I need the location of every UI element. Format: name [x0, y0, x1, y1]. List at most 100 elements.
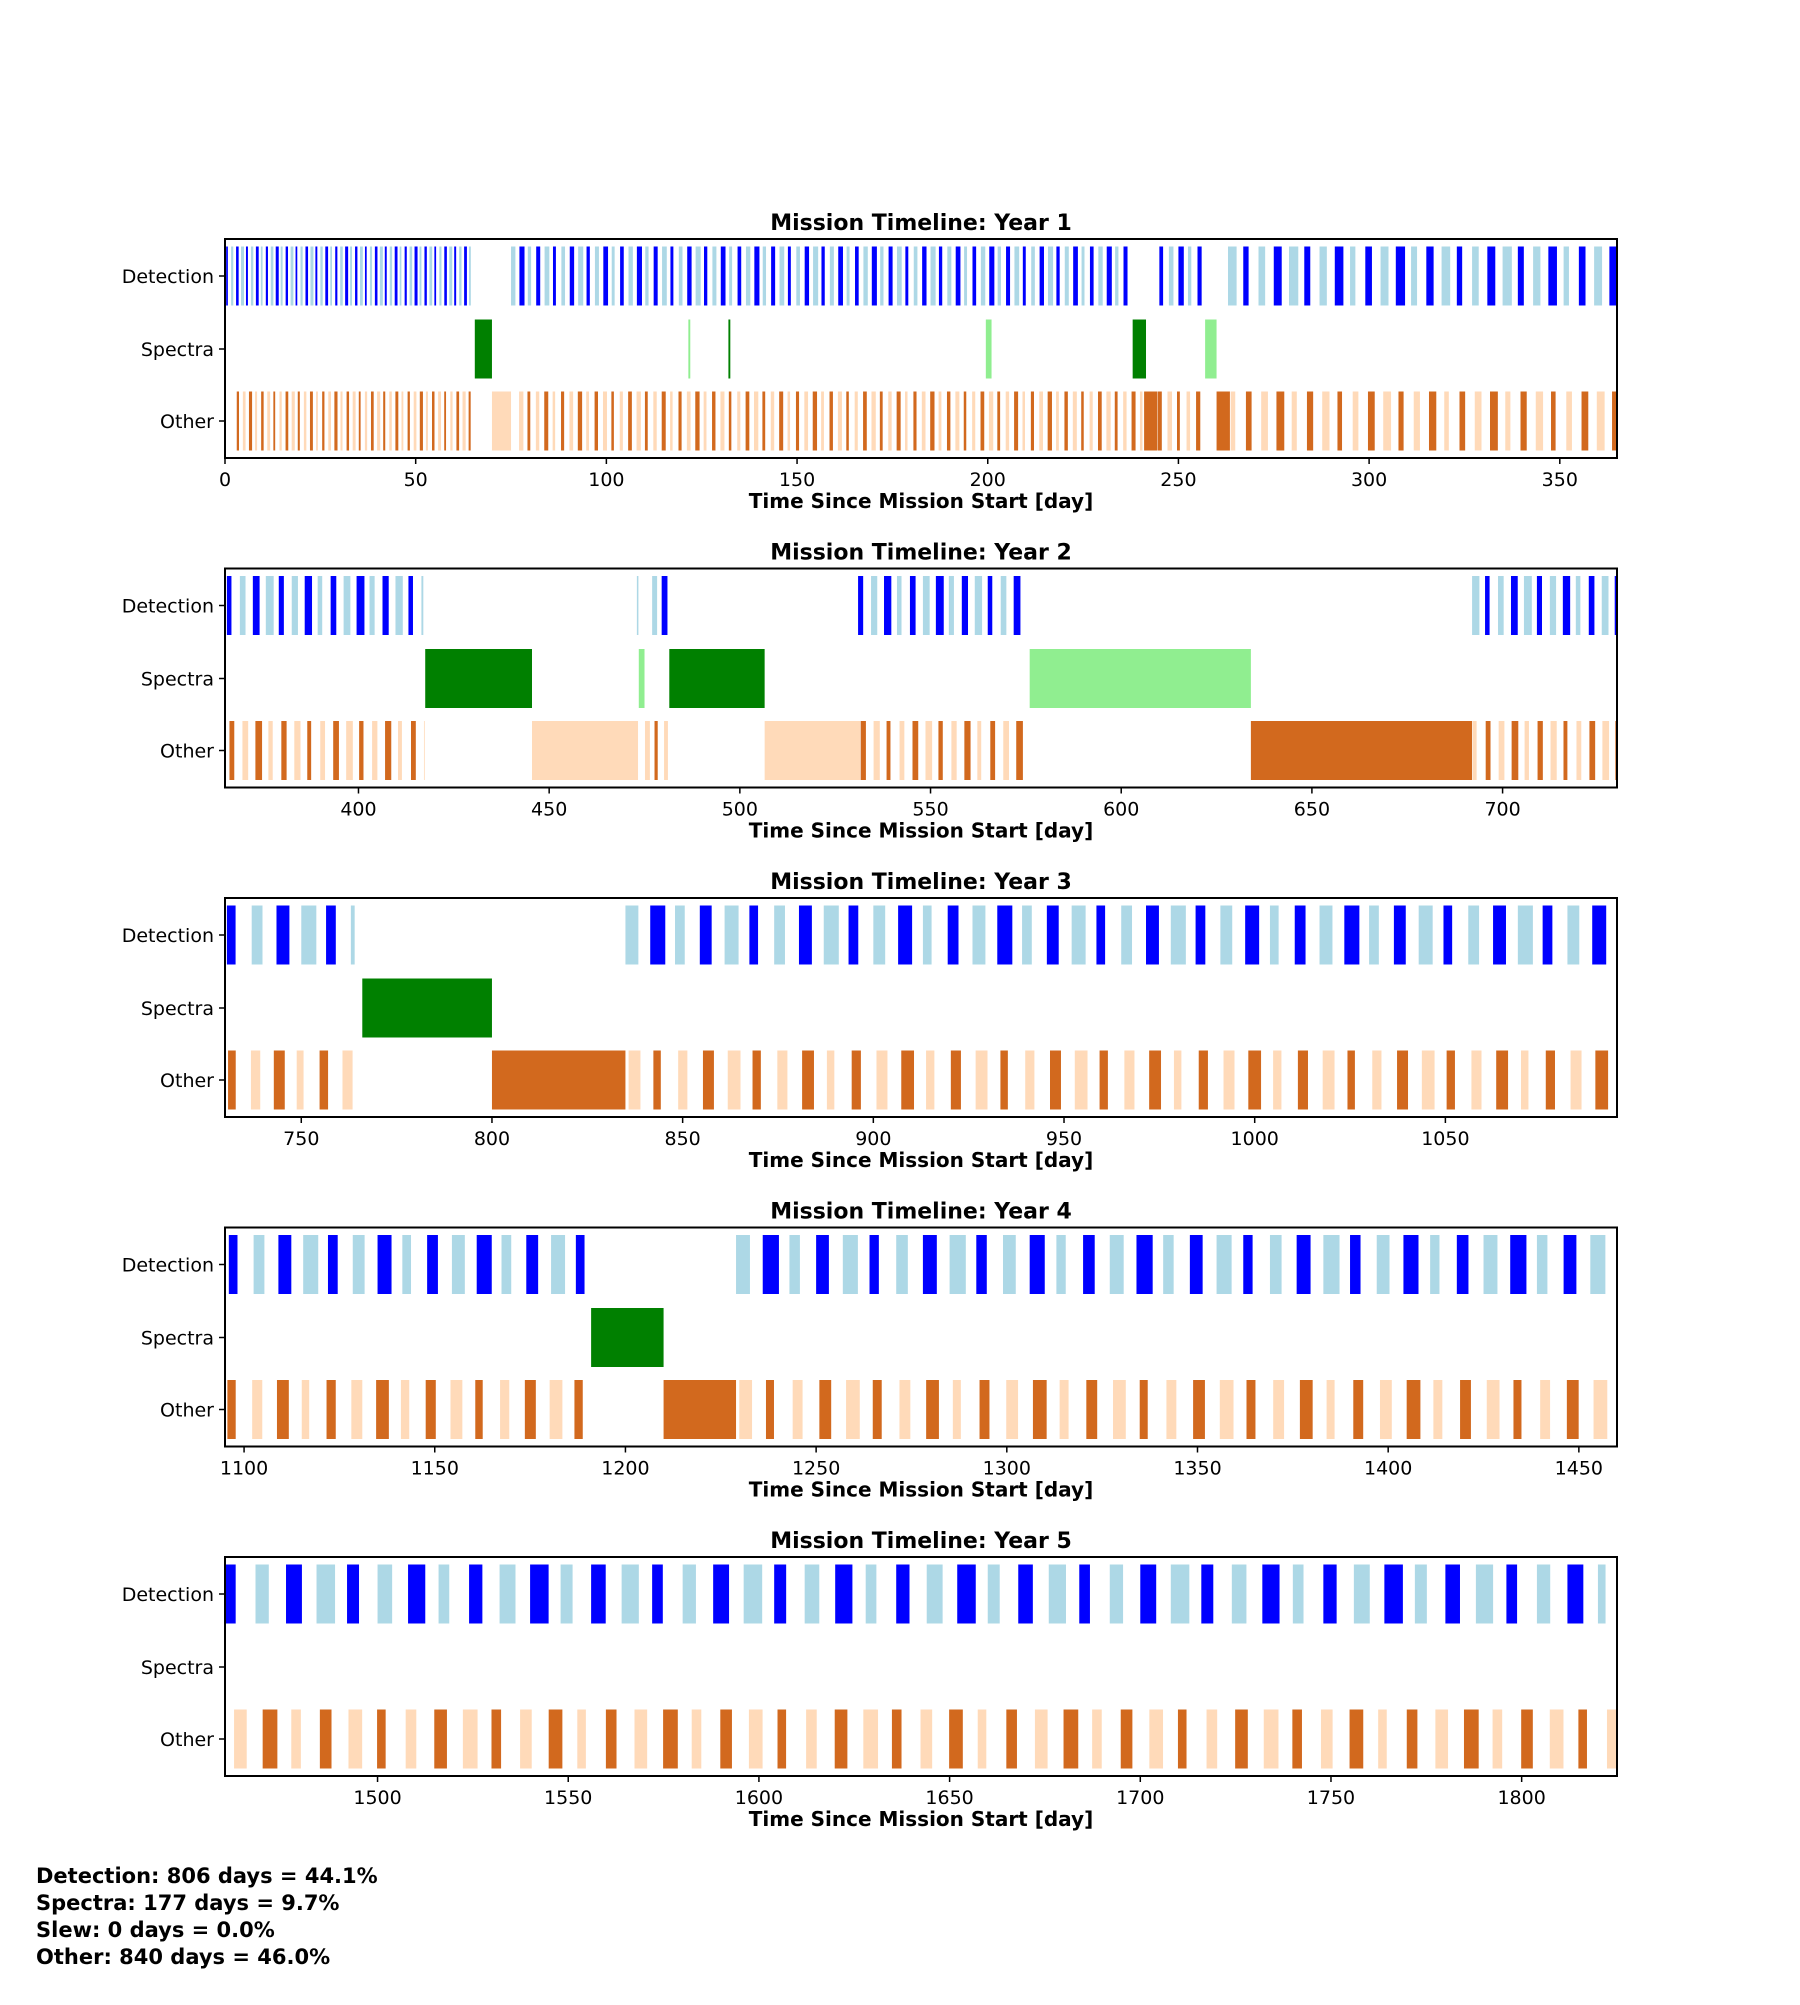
- other-bar: [1353, 1380, 1364, 1439]
- other-bar: [1505, 391, 1511, 451]
- detection-bar: [1064, 246, 1069, 306]
- detection-bar: [1201, 1564, 1214, 1624]
- y-tick-label: Detection: [122, 925, 214, 947]
- detection-bar: [270, 246, 274, 306]
- spectra-bar: [688, 319, 691, 379]
- detection-bar: [253, 1235, 265, 1294]
- other-bar: [1022, 391, 1025, 451]
- other-bar: [1521, 1709, 1533, 1769]
- other-bar: [377, 1709, 386, 1769]
- other-bar: [795, 391, 800, 451]
- detection-bar: [330, 576, 337, 635]
- detection-bar: [526, 1235, 539, 1294]
- other-bar: [663, 1380, 737, 1439]
- other-bar: [333, 721, 339, 780]
- detection-bar: [736, 1235, 750, 1294]
- detection-bar: [625, 905, 639, 965]
- other-bar: [281, 721, 287, 780]
- other-bar: [549, 1380, 563, 1439]
- other-bar: [1291, 391, 1297, 451]
- detection-bar: [838, 246, 843, 306]
- spectra-bar: [425, 649, 533, 708]
- detection-bar: [326, 905, 336, 965]
- other-bar: [261, 391, 264, 451]
- detection-bar: [459, 246, 462, 306]
- other-bar: [405, 1709, 417, 1769]
- detection-bar: [888, 246, 893, 306]
- other-bar: [678, 391, 682, 451]
- other-bar: [351, 1380, 363, 1439]
- other-bar: [273, 391, 276, 451]
- detection-bar: [896, 576, 902, 635]
- detection-bar: [1597, 1564, 1606, 1624]
- x-tick-label: 1250: [792, 1458, 840, 1480]
- other-bar: [425, 1380, 436, 1439]
- x-tick-label: 1400: [1364, 1458, 1412, 1480]
- detection-bar: [1220, 905, 1233, 965]
- other-bar: [1540, 1380, 1551, 1439]
- detection-bar: [1344, 905, 1360, 965]
- other-bar: [1292, 1709, 1302, 1769]
- x-tick-label: 900: [855, 1128, 891, 1150]
- other-bar: [548, 1709, 563, 1769]
- other-bar: [279, 391, 282, 451]
- detection-bar: [226, 246, 228, 306]
- detection-bar: [1594, 246, 1603, 306]
- detection-bar: [829, 246, 834, 306]
- other-bar: [1349, 1709, 1364, 1769]
- detection-bar: [561, 246, 566, 306]
- other-bar: [1421, 1050, 1435, 1110]
- y-tick-label: Spectra: [141, 1657, 214, 1679]
- detection-bar: [930, 246, 936, 306]
- x-tick-label: 1350: [1173, 1458, 1221, 1480]
- other-bar: [519, 391, 524, 451]
- other-bar: [1485, 721, 1491, 780]
- other-bar: [500, 1380, 510, 1439]
- other-bar: [383, 391, 386, 451]
- detection-bar: [454, 246, 457, 306]
- other-bar: [1196, 391, 1201, 451]
- other-bar: [938, 391, 942, 451]
- y-tick-label: Detection: [122, 1255, 214, 1277]
- detection-bar: [469, 1564, 483, 1624]
- detection-bar: [1187, 246, 1192, 306]
- other-bar: [753, 391, 759, 451]
- detection-bar: [394, 246, 398, 306]
- other-bar: [872, 1380, 882, 1439]
- detection-bar: [347, 1564, 360, 1624]
- y-tick-label: Spectra: [141, 1328, 214, 1350]
- detection-bar: [1498, 576, 1504, 635]
- detection-bar: [1296, 1235, 1311, 1294]
- x-tick-label: 1550: [544, 1787, 592, 1809]
- bars-group: [226, 246, 1617, 451]
- other-bar: [407, 391, 410, 451]
- other-bar: [359, 721, 364, 780]
- detection-bar: [1228, 246, 1237, 306]
- other-bar: [438, 391, 442, 451]
- detection-bar: [1319, 905, 1333, 965]
- other-bar: [586, 391, 590, 451]
- y-tick-label: Other: [160, 1729, 214, 1751]
- other-bar: [1570, 1050, 1582, 1110]
- other-bar: [444, 391, 447, 451]
- detection-bar: [379, 246, 383, 306]
- detection-bar: [251, 905, 263, 965]
- bars-group: [226, 905, 1609, 1110]
- other-bar: [1235, 1709, 1248, 1769]
- other-bar: [779, 391, 784, 451]
- other-bar: [425, 391, 428, 451]
- detection-bar: [255, 246, 259, 306]
- other-bar: [619, 391, 623, 451]
- detection-bar: [414, 246, 418, 306]
- summary-line: Slew: 0 days = 0.0%: [36, 1918, 275, 1942]
- other-bar: [1602, 721, 1610, 780]
- timeline-panel-year-1: Mission Timeline: Year 1 Detection Spectra…: [122, 211, 1618, 513]
- other-bar: [1177, 1709, 1187, 1769]
- other-bar: [334, 391, 338, 451]
- other-bar: [1086, 1380, 1098, 1439]
- other-bar: [664, 721, 668, 780]
- detection-bar: [1542, 905, 1553, 965]
- other-bar: [1397, 1050, 1409, 1110]
- other-bar: [670, 391, 673, 451]
